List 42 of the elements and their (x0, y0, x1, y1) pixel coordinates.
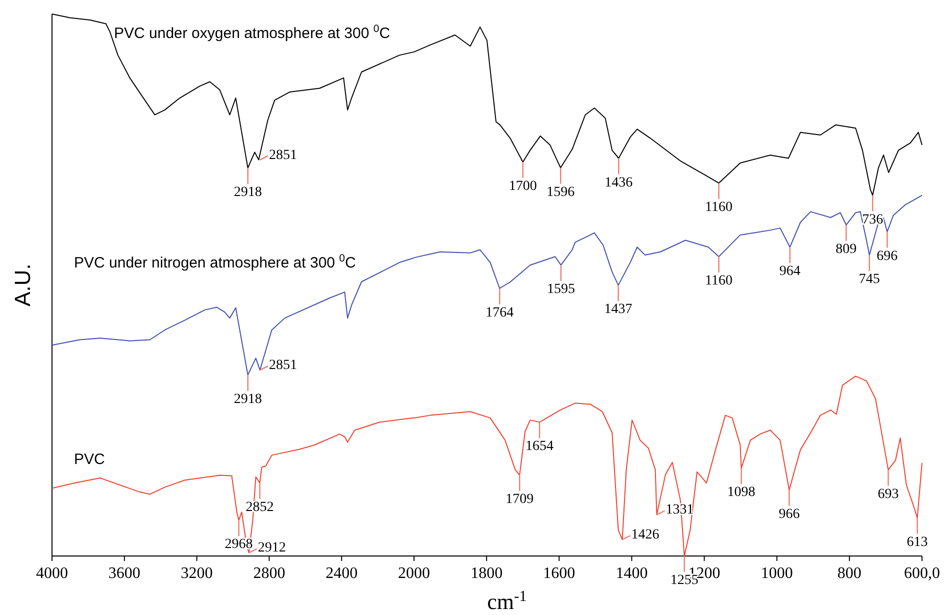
x-tick-label: 3200 (180, 565, 213, 582)
annotation: 964 (779, 264, 800, 280)
x-tick-label: 1000 (760, 565, 793, 582)
y-axis-title: A.U. (10, 264, 35, 306)
series-label: PVC (74, 450, 106, 468)
annotation: 693 (878, 486, 899, 502)
annotation: 1160 (705, 200, 733, 216)
annotation: 696 (876, 248, 898, 264)
annotation: 1654 (526, 439, 554, 454)
annotation: 1700 (508, 178, 537, 194)
annotation: 1596 (546, 184, 575, 200)
annotation: 2918 (234, 184, 262, 200)
annotation: 2912 (258, 540, 286, 556)
x-tick-label: 4000 (36, 565, 68, 582)
annotation: 1436 (604, 175, 633, 190)
annotation: 1764 (486, 305, 514, 320)
series-label: PVC under nitrogen atmosphere at 300 $^{0}$C (74, 252, 356, 272)
x-tick-label: 2800 (253, 565, 286, 582)
x-axis-title: cm$^{-1}$ (487, 588, 527, 614)
annotation: 1595 (546, 282, 575, 298)
x-tick-label: 800 (837, 565, 862, 582)
x-tick-label: 3600 (108, 565, 140, 582)
annotation: 2851 (268, 148, 297, 163)
annotation: 1160 (705, 274, 733, 289)
annotation: 1709 (506, 492, 534, 508)
annotation: 1426 (631, 528, 660, 543)
annotation: 613 (906, 534, 928, 550)
annotation: 736 (862, 212, 884, 228)
x-tick-label: 600,0 (904, 565, 940, 582)
annotation: 2851 (268, 358, 297, 374)
x-tick-label: 1400 (616, 565, 648, 582)
x-tick-label: 1800 (470, 565, 503, 582)
x-tick-label: 2000 (398, 565, 430, 582)
x-tick-label: 1600 (543, 565, 576, 582)
annotation: 1437 (604, 302, 632, 318)
annotation: 966 (778, 506, 800, 522)
x-tick-label: 2400 (326, 565, 358, 582)
annotation: 1098 (727, 485, 756, 500)
annotation: 745 (858, 272, 880, 288)
annotation: 809 (836, 242, 857, 257)
annotation: 2918 (234, 392, 262, 407)
series-label: PVC under oxygen atmosphere at 300 $^{0}$C (114, 22, 390, 42)
